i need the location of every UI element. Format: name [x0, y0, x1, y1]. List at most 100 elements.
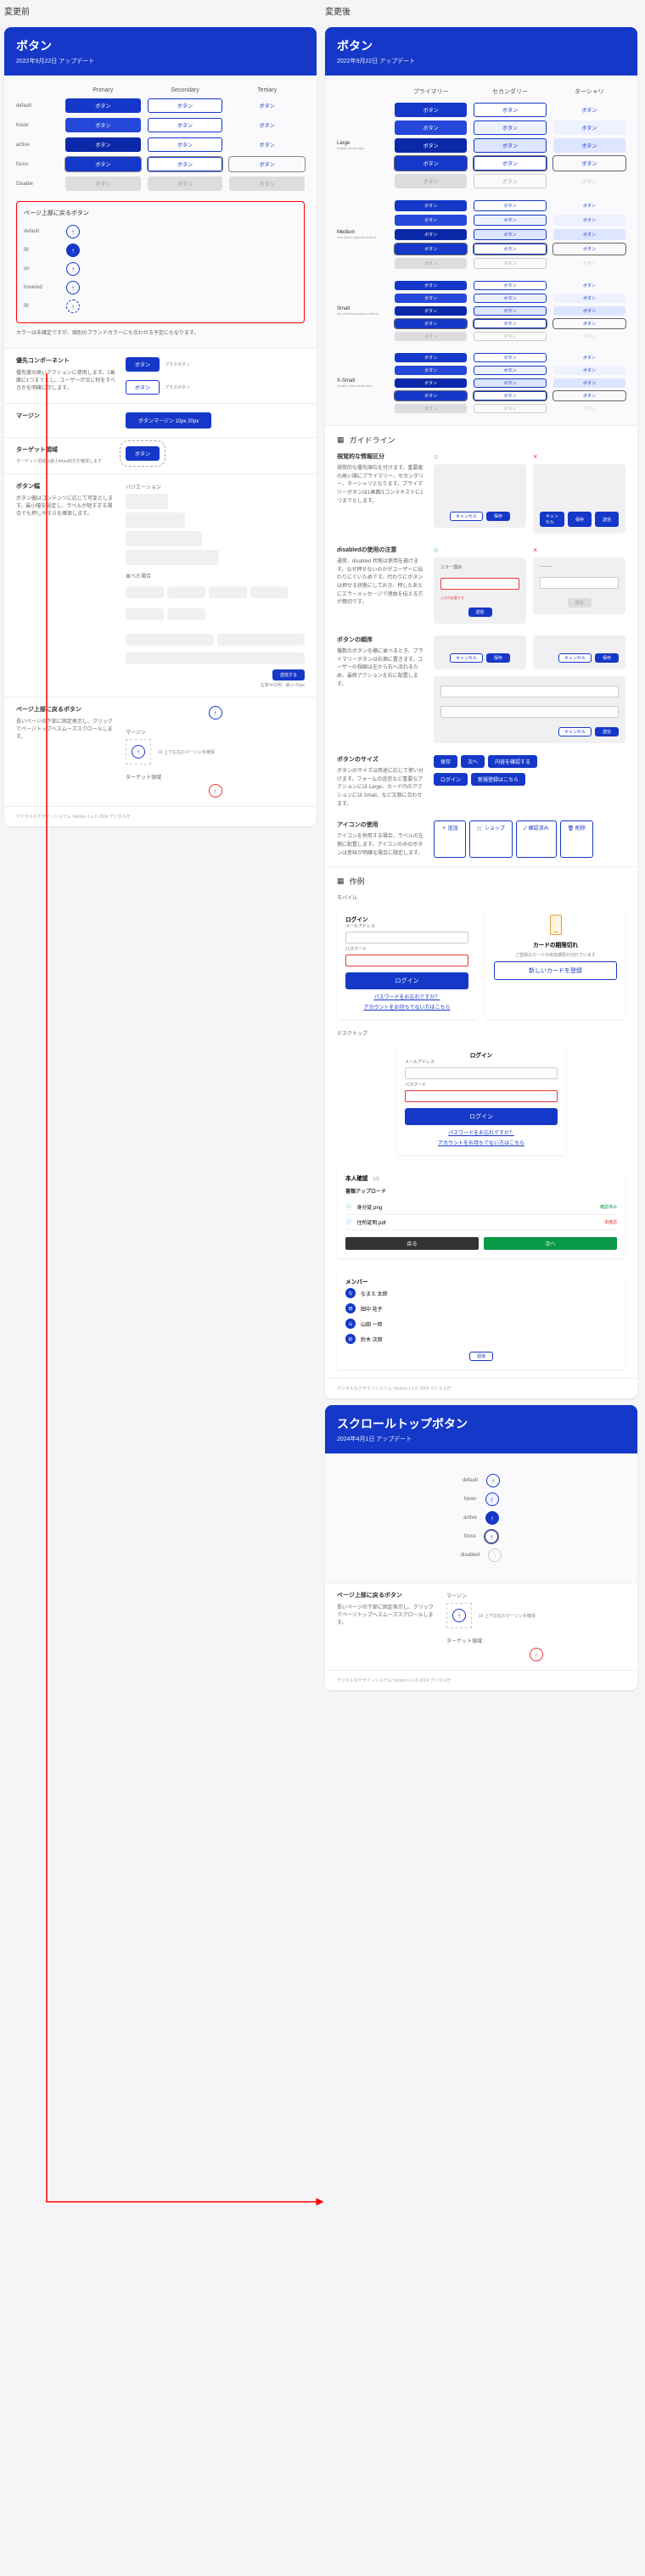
lg-p-f[interactable]: ボタン: [395, 156, 467, 171]
md-p-f[interactable]: ボタン: [395, 244, 467, 255]
s5-fab-margin[interactable]: ↑: [132, 745, 145, 759]
login-signup[interactable]: アカウントをお持ちでない方はこちら: [345, 1003, 468, 1011]
md-t-f[interactable]: ボタン: [553, 244, 625, 255]
st-fab-target[interactable]: ↑: [530, 1648, 543, 1661]
xs-s-a[interactable]: ボタン: [474, 378, 546, 388]
st-fab-d[interactable]: ↑: [486, 1474, 500, 1487]
md-p-h[interactable]: ボタン: [395, 215, 467, 226]
md-t-a[interactable]: ボタン: [553, 229, 625, 240]
login-btn[interactable]: ログイン: [345, 972, 468, 989]
btn-secondary-active[interactable]: ボタン: [148, 137, 223, 152]
lg-p-d[interactable]: ボタン: [395, 103, 467, 117]
btn-secondary-default[interactable]: ボタン: [148, 98, 223, 113]
xs-p-h[interactable]: ボタン: [395, 366, 467, 375]
login-pw-input[interactable]: [345, 955, 468, 966]
verify-next[interactable]: 次へ: [484, 1237, 617, 1250]
g2-ok-input[interactable]: [440, 578, 519, 590]
btn-tertiary-active[interactable]: ボタン: [229, 137, 305, 152]
lg-p-a[interactable]: ボタン: [395, 138, 467, 153]
verify-back[interactable]: 戻る: [345, 1237, 479, 1250]
xs-p-d[interactable]: ボタン: [395, 353, 467, 362]
md-t-d[interactable]: ボタン: [553, 200, 625, 211]
st-fab-margin[interactable]: ↑: [452, 1609, 466, 1622]
g3-wide-c[interactable]: キャンセル: [558, 727, 592, 736]
s3-btn[interactable]: ボタン: [126, 446, 160, 461]
sm-p-h[interactable]: ボタン: [395, 294, 467, 303]
sm-p-a[interactable]: ボタン: [395, 306, 467, 316]
expired-btn[interactable]: 新しいカードを登録: [494, 961, 617, 980]
s2-btn[interactable]: ボタンマージン 10px 20px: [126, 412, 211, 428]
sm-p-d[interactable]: ボタン: [395, 281, 467, 290]
xs-p-f[interactable]: ボタン: [395, 391, 467, 400]
btn-primary-focus[interactable]: ボタン: [65, 157, 141, 171]
sm-t-a[interactable]: ボタン: [553, 306, 625, 316]
fab-on[interactable]: ↑: [66, 262, 80, 276]
btn-tertiary-hover[interactable]: ボタン: [229, 118, 305, 132]
g1-ok-cancel[interactable]: キャンセル: [450, 512, 483, 521]
sm-t-h[interactable]: ボタン: [553, 294, 625, 303]
lg-s-f[interactable]: ボタン: [474, 156, 546, 171]
g3-a-s[interactable]: 保存: [486, 653, 510, 663]
chip-4[interactable]: ログイン: [434, 773, 468, 786]
g1-ng-1[interactable]: キャンセル: [540, 512, 564, 527]
xs-t-a[interactable]: ボタン: [553, 378, 625, 388]
lg-t-f[interactable]: ボタン: [553, 156, 625, 171]
chip-2[interactable]: 次へ: [461, 755, 485, 768]
login-forgot[interactable]: パスワードをお忘れですか？: [345, 993, 468, 1000]
g1-ng-2[interactable]: 保存: [568, 512, 592, 527]
xs-p-a[interactable]: ボタン: [395, 378, 467, 388]
lg-t-h[interactable]: ボタン: [553, 120, 625, 135]
st-fab-h[interactable]: ↑: [485, 1492, 499, 1506]
chip-1[interactable]: 保存: [434, 755, 457, 768]
btn-primary-hover[interactable]: ボタン: [65, 118, 141, 132]
d-pw-input[interactable]: [405, 1090, 558, 1102]
sm-p-f[interactable]: ボタン: [395, 319, 467, 328]
d-forgot[interactable]: パスワードをお忘れですか？: [405, 1128, 558, 1136]
icon-btn-4[interactable]: 🗑 削除: [560, 820, 593, 858]
login-id-input[interactable]: [345, 932, 468, 944]
s1-btn2[interactable]: ボタン: [126, 380, 160, 395]
sm-s-d[interactable]: ボタン: [474, 281, 546, 290]
g2-ok-send[interactable]: 送信: [468, 608, 492, 617]
md-p-d[interactable]: ボタン: [395, 200, 467, 211]
d-id-input[interactable]: [405, 1067, 558, 1079]
fab-dashed[interactable]: ↑: [66, 300, 80, 313]
sm-s-h[interactable]: ボタン: [474, 294, 546, 303]
xs-s-d[interactable]: ボタン: [474, 353, 546, 362]
xs-t-d[interactable]: ボタン: [553, 353, 625, 362]
g2-ng-input[interactable]: [540, 577, 619, 589]
xs-t-f[interactable]: ボタン: [553, 391, 625, 400]
sm-t-d[interactable]: ボタン: [553, 281, 625, 290]
st-fab-f[interactable]: ↑: [485, 1530, 498, 1543]
g3-wide-s[interactable]: 送信: [595, 727, 619, 736]
sm-t-f[interactable]: ボタン: [553, 319, 625, 328]
btn-tertiary-focus[interactable]: ボタン: [229, 157, 305, 171]
lg-s-a[interactable]: ボタン: [474, 138, 546, 153]
d-login-btn[interactable]: ログイン: [405, 1108, 558, 1125]
chip-5[interactable]: 新規登録はこちら: [471, 773, 525, 786]
g3-b-c[interactable]: キャンセル: [558, 653, 592, 663]
lg-p-h[interactable]: ボタン: [395, 120, 467, 135]
icon-btn-3[interactable]: ✓ 確認済み: [516, 820, 557, 858]
md-t-h[interactable]: ボタン: [553, 215, 625, 226]
lg-s-d[interactable]: ボタン: [474, 103, 546, 117]
btn-secondary-hover[interactable]: ボタン: [148, 118, 223, 132]
g1-ok-save[interactable]: 保存: [486, 512, 510, 521]
md-p-a[interactable]: ボタン: [395, 229, 467, 240]
s1-btn[interactable]: ボタン: [126, 357, 160, 372]
icon-btn-1[interactable]: ＋ 追加: [434, 820, 466, 858]
g3-input2[interactable]: [440, 706, 619, 718]
d-signup[interactable]: アカウントをお持ちでない方はこちら: [405, 1139, 558, 1146]
invite-btn[interactable]: 招待: [469, 1352, 493, 1361]
btn-primary-default[interactable]: ボタン: [65, 98, 141, 113]
xs-s-h[interactable]: ボタン: [474, 366, 546, 375]
sm-s-a[interactable]: ボタン: [474, 306, 546, 316]
s4-right-btn[interactable]: 送信する: [272, 669, 305, 680]
md-s-d[interactable]: ボタン: [474, 200, 546, 211]
lg-t-a[interactable]: ボタン: [553, 138, 625, 153]
sm-s-f[interactable]: ボタン: [474, 319, 546, 328]
md-s-h[interactable]: ボタン: [474, 215, 546, 226]
s5-fab[interactable]: ↑: [209, 706, 222, 720]
fab-fill[interactable]: ↑: [66, 244, 80, 257]
btn-primary-active[interactable]: ボタン: [65, 137, 141, 152]
